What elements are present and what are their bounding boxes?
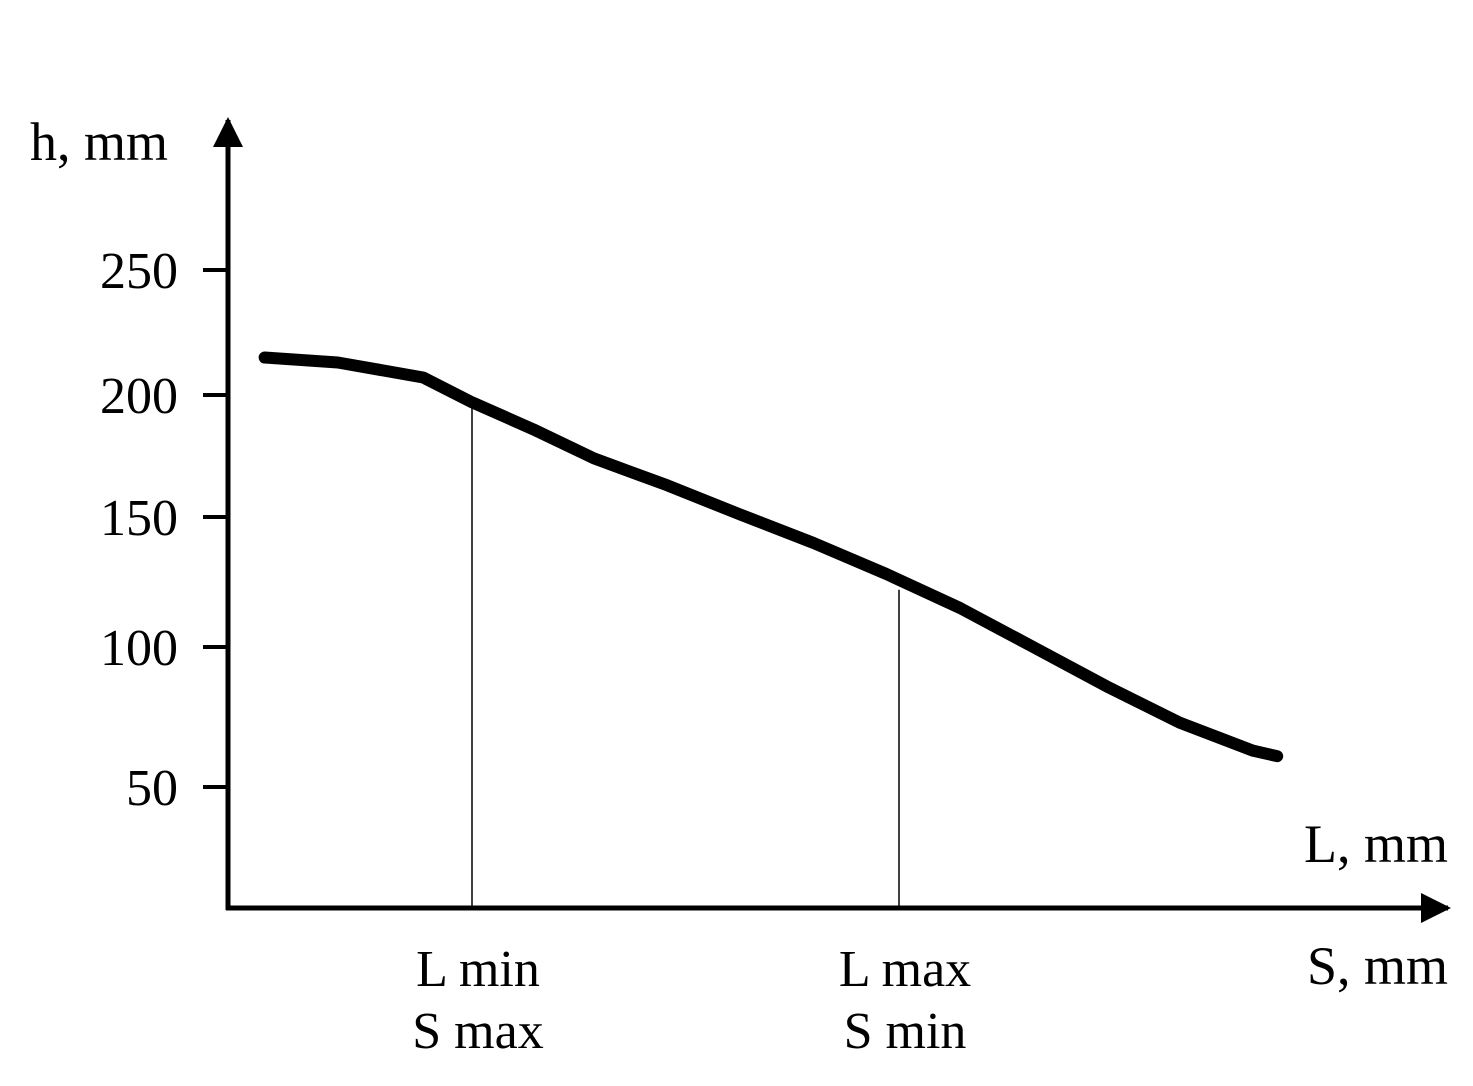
x-axis-label-bottom: S, mm — [1307, 936, 1448, 996]
x-axis-label-top: L, mm — [1304, 814, 1448, 874]
marker-lines — [471, 402, 900, 908]
marker-label-top: L min — [416, 941, 540, 998]
y-tick-label: 150 — [100, 490, 178, 547]
y-tick-label: 200 — [100, 368, 178, 425]
marker-label-top: L max — [839, 941, 971, 998]
y-tick-label: 100 — [100, 620, 178, 677]
series-line — [258, 351, 1284, 763]
y-ticks: 250 200 150 100 50 — [100, 243, 228, 817]
y-tick-label: 50 — [126, 760, 178, 817]
y-axis-label: h, mm — [30, 112, 168, 172]
marker-label-bottom: S max — [412, 1003, 543, 1060]
y-tick-label: 250 — [100, 243, 178, 300]
marker-label-bottom: S min — [844, 1003, 967, 1060]
